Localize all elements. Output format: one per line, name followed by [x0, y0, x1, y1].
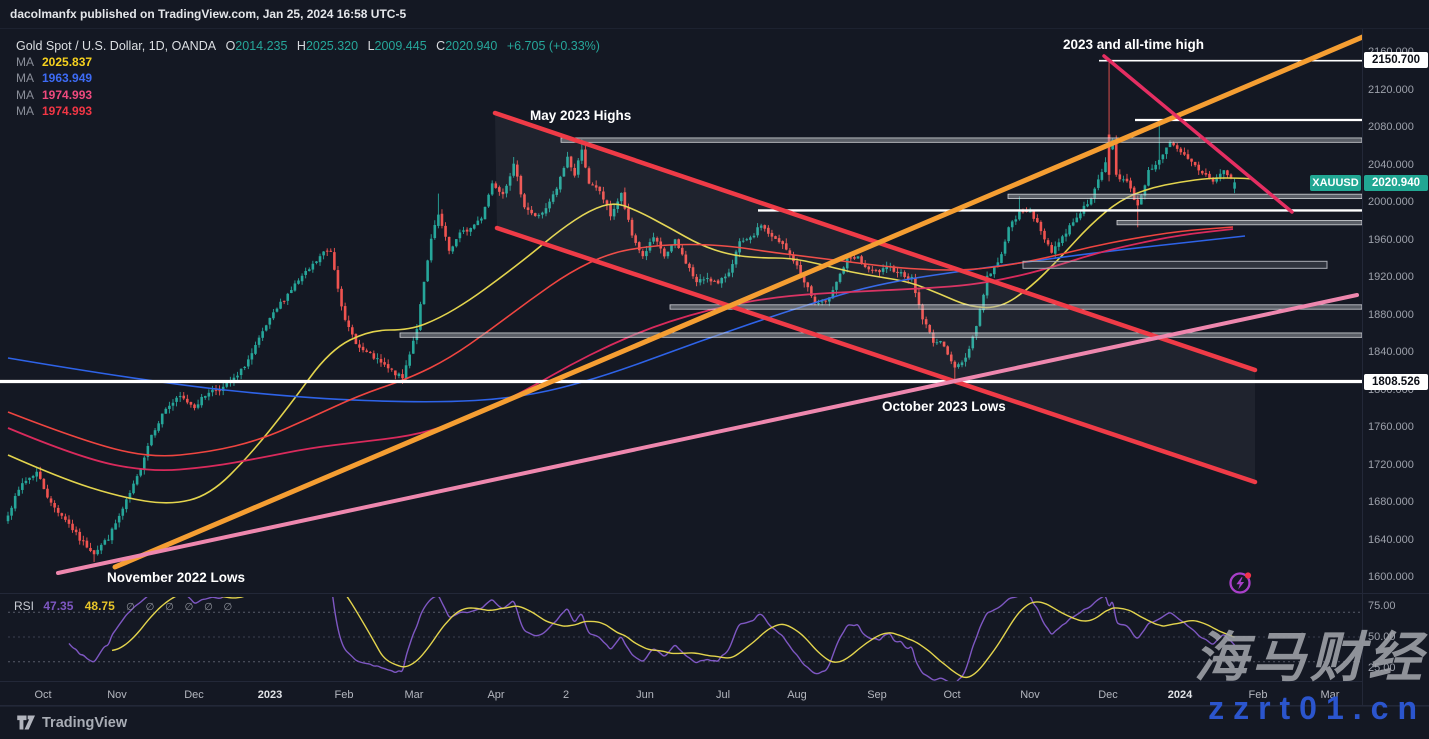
support-1978 — [1116, 220, 1363, 226]
time-tick-Sep: Sep — [867, 689, 887, 701]
crimson-downtrend-from-ath — [1102, 54, 1294, 214]
ma-legend-row-0[interactable]: MA 2025.837 — [16, 56, 600, 69]
time-tick-Jun: Jun — [636, 689, 654, 701]
published-bar: dacolmanfx published on TradingView.com,… — [0, 0, 1429, 29]
close-value: 2020.940 — [445, 39, 498, 53]
time-tick-Dec: Dec — [184, 689, 204, 701]
rsi-tick-25: 25.00 — [1368, 662, 1396, 674]
ma-crimson-line — [7, 228, 1234, 472]
high-value: 2025.320 — [305, 39, 359, 53]
time-tick-2: 2 — [562, 689, 570, 701]
symbol-title: Gold Spot / U.S. Dollar, 1D, OANDA — [16, 39, 217, 53]
time-tick-Mar: Mar — [404, 689, 424, 701]
published-info-text: dacolmanfx published on TradingView.com,… — [10, 7, 407, 21]
ma-value: 2025.837 — [42, 55, 93, 70]
price-tick-2000: 2000.000 — [1368, 196, 1414, 208]
nov-low-zone — [1022, 260, 1328, 269]
may-high-level — [560, 137, 1363, 143]
tradingview-logo-icon — [17, 715, 35, 730]
time-tick-Feb: Feb — [334, 689, 354, 701]
time-tick-Nov: Nov — [1020, 689, 1040, 701]
high-label: H — [296, 39, 306, 53]
footer-bar: TradingView — [0, 706, 1429, 739]
symbol-legend-row[interactable]: Gold Spot / U.S. Dollar, 1D, OANDA O2014… — [16, 39, 600, 53]
price-tick-1960: 1960.000 — [1368, 233, 1414, 246]
rsi-legend-row[interactable]: RSI 47.35 48.75 ∅ ∅ ∅ ∅ ∅ ∅ — [14, 599, 236, 613]
low-label: L — [367, 39, 375, 53]
price-axis[interactable]: 2160.0002120.0002080.0002040.0002000.000… — [1363, 28, 1429, 706]
price-tick-1760: 1760.000 — [1368, 421, 1414, 433]
ma-legend-row-3[interactable]: MA 1974.993 — [16, 103, 600, 118]
ma-legend-row-1[interactable]: MA 1963.949 — [16, 72, 600, 85]
descending-red-channel-fill — [495, 113, 1255, 482]
price-tick-1840: 1840.000 — [1368, 346, 1414, 358]
change-value: +6.705 (+0.33%) — [506, 39, 600, 53]
price-tick-2040: 2040.000 — [1368, 158, 1414, 171]
price-tick-2120: 2120.000 — [1368, 83, 1414, 96]
ath-price-flag: 2150.700 — [1364, 52, 1428, 68]
annotation-may-2023-highs: May 2023 Highs — [530, 108, 632, 123]
oct-high-level — [1007, 193, 1363, 199]
orange-uptrend-from-nov-2022-lows — [112, 34, 1362, 570]
lightning-badge-icon[interactable] — [1227, 569, 1255, 597]
rsi-tick-50: 50.00 — [1368, 631, 1396, 643]
time-tick-Nov: Nov — [107, 689, 127, 701]
rsi-placeholder-icons: ∅ ∅ ∅ ∅ ∅ ∅ — [126, 602, 237, 613]
ma-red-line — [7, 226, 1234, 457]
rsi-value: 47.35 — [43, 599, 74, 613]
descending-red-channel-lower — [494, 225, 1258, 485]
ma-label: MA — [16, 71, 34, 86]
ma-legend-row-2[interactable]: MA 1974.993 — [16, 87, 600, 102]
time-tick-Dec: Dec — [1098, 689, 1118, 701]
price-tick-1920: 1920.000 — [1368, 271, 1414, 283]
time-tick-Oct: Oct — [943, 689, 961, 701]
symbol-price-tag: XAUUSD — [1310, 175, 1361, 191]
ma-legend-rows: MA 2025.837 MA 1963.949 MA 1974.993 MA 1974.993 — [16, 56, 600, 118]
open-label: O — [225, 39, 236, 53]
time-tick-Oct: Oct — [34, 689, 52, 701]
low-value: 2009.445 — [374, 39, 427, 53]
candlestick-series[interactable] — [6, 60, 1236, 562]
price-tick-1680: 1680.000 — [1368, 496, 1414, 508]
price-tick-1600: 1600.000 — [1368, 571, 1414, 583]
rsi-ma-line — [111, 597, 1235, 679]
rsi-tick-75: 75.00 — [1368, 600, 1396, 612]
ma-label: MA — [16, 55, 34, 70]
price-tick-1640: 1640.000 — [1368, 533, 1414, 546]
annotation-october-2023-lows: October 2023 Lows — [882, 399, 1006, 414]
ma-label: MA — [16, 87, 34, 102]
time-tick-Apr: Apr — [487, 689, 505, 701]
rsi-ma-value: 48.75 — [84, 599, 115, 613]
close-label: C — [436, 39, 446, 53]
rsi-label: RSI — [14, 599, 35, 613]
price-tick-1720: 1720.000 — [1368, 458, 1414, 471]
time-tick-2024: 2024 — [1167, 689, 1193, 701]
time-tick-Mar: Mar — [1320, 689, 1340, 701]
current-price-flag: 2020.940 — [1364, 175, 1428, 191]
ma-label: MA — [16, 103, 34, 118]
time-tick-Feb: Feb — [1248, 689, 1268, 701]
time-axis[interactable]: Oct Nov Dec 2023 Feb Mar Apr 2 Jun Jul Aug Sep Oct No… — [0, 683, 1362, 705]
price-tick-2080: 2080.000 — [1368, 121, 1414, 133]
pink-uptrend-from-nov-2022-lows — [56, 293, 1359, 575]
ma-value: 1974.993 — [42, 87, 93, 102]
ma-yellow-line — [7, 177, 1253, 504]
open-value: 2014.235 — [235, 39, 288, 53]
oct-low-price-flag: 1808.526 — [1364, 374, 1428, 390]
time-tick-Jul: Jul — [715, 689, 731, 701]
annotation-all-time-high: 2023 and all-time high — [1063, 37, 1205, 52]
time-tick-2023: 2023 — [257, 689, 283, 701]
ma-value: 1974.993 — [42, 103, 93, 118]
chart-legend[interactable]: Gold Spot / U.S. Dollar, 1D, OANDA O2014… — [16, 39, 600, 118]
price-tick-1880: 1880.000 — [1368, 308, 1414, 321]
ma-value: 1963.949 — [42, 71, 93, 86]
time-tick-Aug: Aug — [787, 689, 807, 701]
annotation-november-2022-lows: November 2022 Lows — [107, 570, 246, 585]
rsi-line — [68, 597, 1236, 681]
tradingview-brand-text: TradingView — [42, 714, 128, 731]
tradingview-brand[interactable]: TradingView — [17, 714, 127, 731]
support-resistance-levels — [0, 59, 1363, 384]
